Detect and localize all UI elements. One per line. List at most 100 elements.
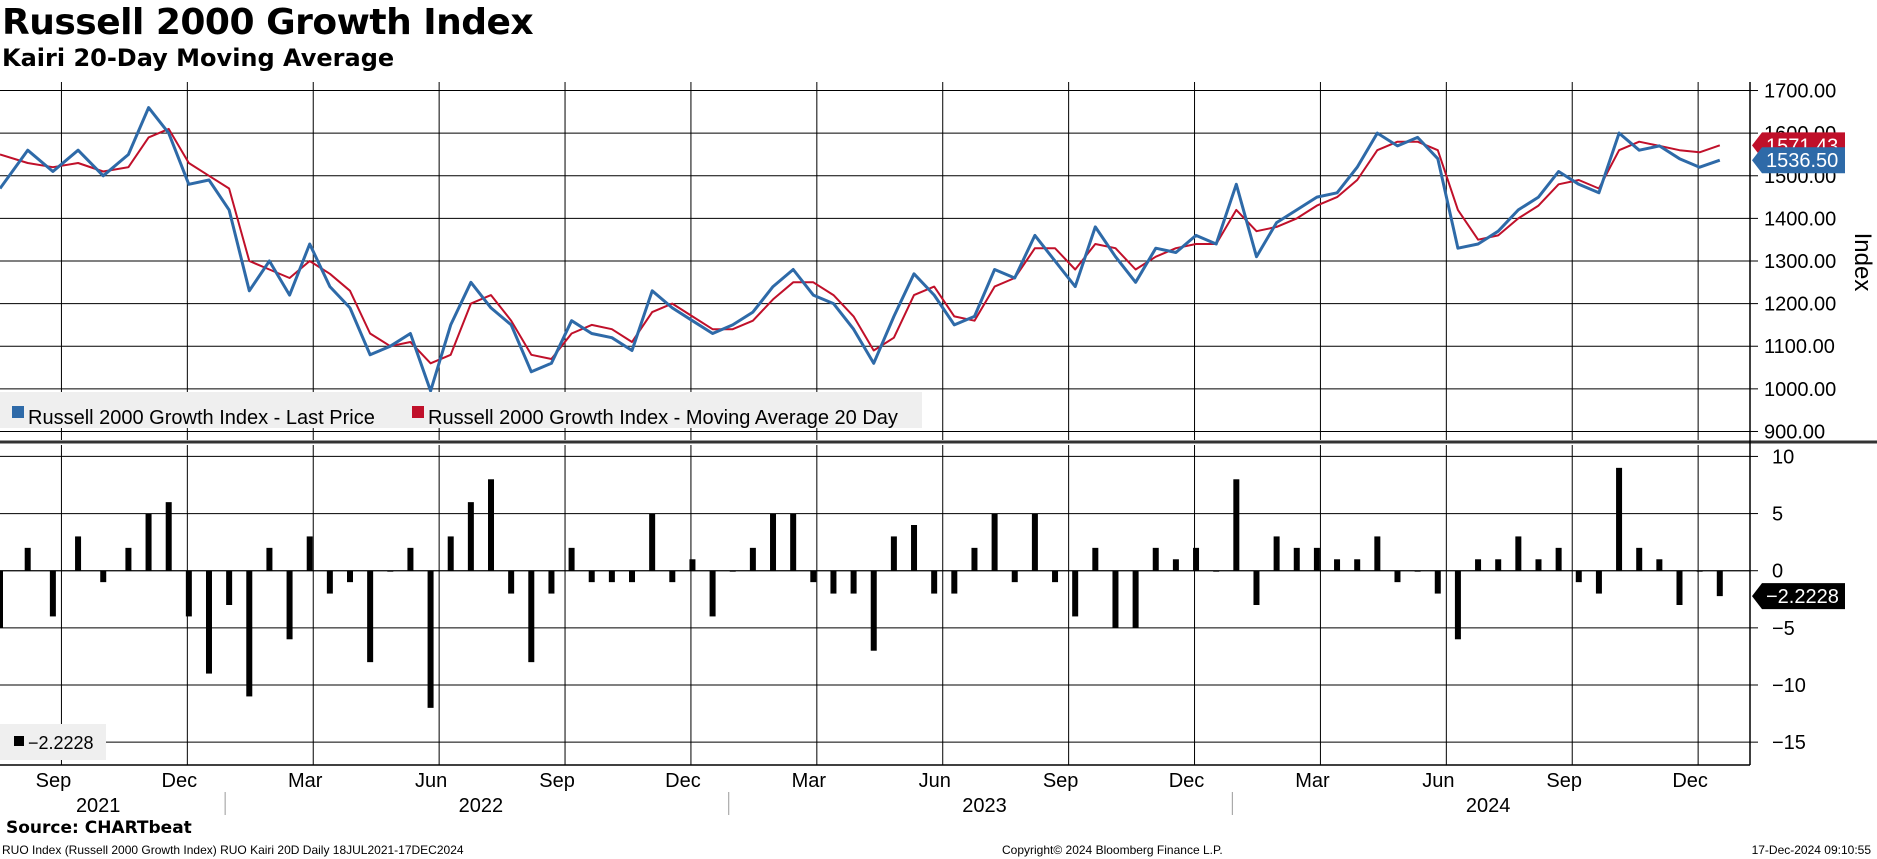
kairi-bar-17 <box>367 570 374 663</box>
legend-swatch-ma <box>412 406 424 418</box>
x-month-label-0: Sep <box>36 770 72 792</box>
legend-label-kairi: −2.2228 <box>28 733 94 753</box>
x-month-label-9: Dec <box>1169 770 1205 792</box>
kairi-bar-56 <box>1152 547 1159 571</box>
y-axis-title: Index <box>1849 233 1876 292</box>
kairi-bar-74 <box>1515 536 1522 571</box>
price-line-group <box>0 106 1721 393</box>
y-tick-label-top-5: 1400.00 <box>1764 208 1836 230</box>
kairi-bar-33 <box>689 559 696 571</box>
kairi-bar-47 <box>971 547 978 571</box>
kairi-bar-38 <box>790 513 797 571</box>
kairi-bar-10 <box>226 570 233 605</box>
kairi-bar-0 <box>0 570 3 628</box>
legend-top-bg <box>0 392 922 428</box>
chart-title: Russell 2000 Growth Index <box>2 2 534 43</box>
kairi-bar-24 <box>508 570 515 594</box>
kairi-bar-2 <box>49 570 56 617</box>
x-month-label-2: Mar <box>288 770 323 792</box>
kairi-bar-36 <box>749 547 756 571</box>
kairi-bar-12 <box>266 547 273 571</box>
kairi-bar-55 <box>1132 570 1139 628</box>
kairi-bar-68 <box>1394 570 1401 583</box>
kairi-bar-1 <box>24 547 31 571</box>
kairi-bar-70 <box>1434 570 1441 594</box>
kairi-bar-78 <box>1595 570 1602 594</box>
kairi-bar-66 <box>1354 559 1361 571</box>
kairi-bar-64 <box>1313 547 1320 571</box>
chart-subtitle: Kairi 20-Day Moving Average <box>2 44 395 72</box>
kairi-bar-72 <box>1475 559 1482 571</box>
kairi-bar-7 <box>165 502 172 571</box>
x-year-label-1: 2022 <box>459 795 504 817</box>
y-tick-label-bottom-3: 0 <box>1772 561 1783 583</box>
y-tick-label-top-8: 1700.00 <box>1764 81 1836 103</box>
kairi-bar-41 <box>850 570 857 594</box>
x-year-label-2: 2023 <box>962 795 1007 817</box>
kairi-bar-19 <box>407 547 414 571</box>
kairi-bar-58 <box>1193 547 1200 571</box>
kairi-bar-84 <box>1716 570 1723 597</box>
kairi-bar-51 <box>1052 570 1059 583</box>
kairi-bar-31 <box>649 513 656 571</box>
kairi-bar-81 <box>1656 559 1663 571</box>
last-price-tag-box <box>1752 147 1845 174</box>
kairi-bar-32 <box>669 570 676 583</box>
kairi-bar-25 <box>528 570 535 663</box>
kairi-bar-43 <box>890 536 897 571</box>
kairi-bar-23 <box>488 479 495 571</box>
x-month-label-10: Mar <box>1295 770 1330 792</box>
kairi-bar-28 <box>588 570 595 583</box>
legend-label-ma: Russell 2000 Growth Index - Moving Avera… <box>428 407 898 429</box>
kairi-bar-29 <box>608 570 615 583</box>
kairi-bar-82 <box>1676 570 1683 605</box>
x-month-label-5: Dec <box>665 770 701 792</box>
kairi-bar-6 <box>145 513 152 571</box>
kairi-bar-53 <box>1092 547 1099 571</box>
kairi-bar-75 <box>1535 559 1542 571</box>
kairi-bar-54 <box>1112 570 1119 628</box>
kairi-bar-34 <box>709 570 716 617</box>
kairi-bar-22 <box>467 502 474 571</box>
x-year-label-0: 2021 <box>76 795 121 817</box>
kairi-bar-26 <box>548 570 555 594</box>
footer-copyright: Copyright© 2024 Bloomberg Finance L.P. <box>1002 843 1223 857</box>
y-tick-label-bottom-0: −15 <box>1772 732 1806 754</box>
x-month-label-13: Dec <box>1672 770 1708 792</box>
y-tick-label-top-2: 1100.00 <box>1764 336 1835 358</box>
kairi-bar-16 <box>347 570 353 583</box>
price-line <box>0 106 1721 393</box>
footer-timestamp: 17-Dec-2024 09:10:55 <box>1751 843 1871 857</box>
kairi-bar-71 <box>1454 570 1461 640</box>
source-label: Source: CHARTbeat <box>6 818 192 838</box>
kairi-bar-67 <box>1374 536 1381 571</box>
x-year-label-3: 2024 <box>1466 795 1511 817</box>
kairi-bar-62 <box>1273 536 1280 571</box>
legend-swatch-price <box>12 406 24 418</box>
last-price-tag: 1536.50 <box>1752 147 1845 174</box>
kairi-bar-77 <box>1575 570 1582 583</box>
kairi-bar-13 <box>286 570 293 640</box>
footer-description: RUO Index (Russell 2000 Growth Index) RU… <box>2 843 464 857</box>
y-tick-label-top-0: 900.00 <box>1764 421 1825 443</box>
kairi-bar-65 <box>1334 559 1341 571</box>
x-month-label-8: Sep <box>1043 770 1079 792</box>
kairi-bar-37 <box>770 513 777 571</box>
kairi-bar-27 <box>568 547 575 571</box>
x-month-label-4: Sep <box>539 770 575 792</box>
last-kairi-tag-text: −2.2228 <box>1766 586 1839 608</box>
kairi-bar-63 <box>1293 547 1300 571</box>
kairi-bar-48 <box>991 513 998 571</box>
y-tick-label-top-4: 1300.00 <box>1764 251 1836 273</box>
last-kairi-tag: −2.2228 <box>1752 583 1845 610</box>
kairi-bar-4 <box>100 570 107 583</box>
kairi-bar-80 <box>1636 547 1643 571</box>
x-month-label-7: Jun <box>919 770 951 792</box>
x-month-label-1: Dec <box>162 770 198 792</box>
kairi-bar-52 <box>1072 570 1079 617</box>
kairi-bar-44 <box>911 525 918 571</box>
kairi-bar-45 <box>931 570 938 594</box>
y-tick-label-bottom-2: −5 <box>1772 618 1795 640</box>
kairi-bar-50 <box>1031 513 1038 571</box>
